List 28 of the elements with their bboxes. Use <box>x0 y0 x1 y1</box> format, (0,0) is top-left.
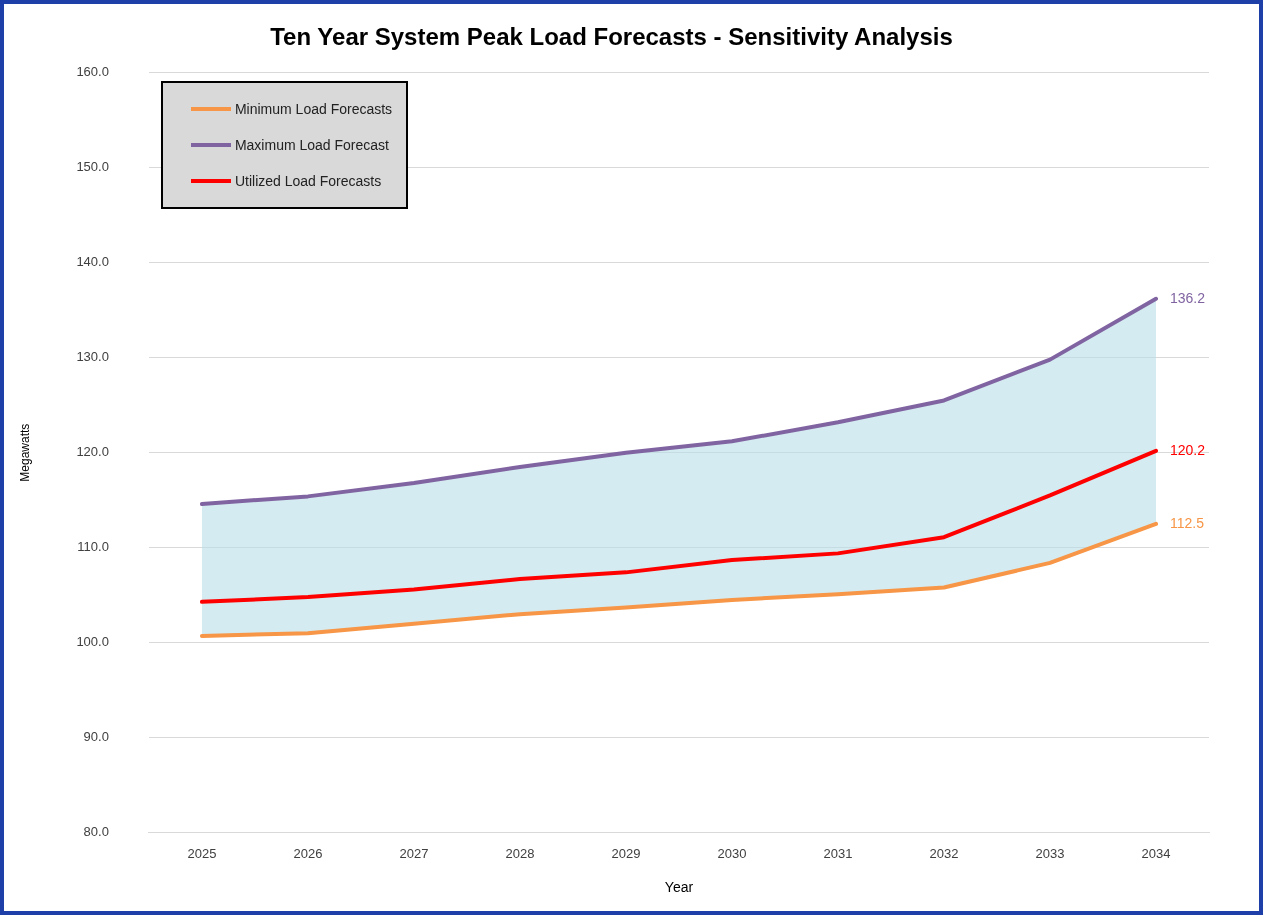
x-axis-title: Year <box>664 879 694 896</box>
x-tick-label: 2032 <box>929 845 959 861</box>
legend-label: Minimum Load Forecasts <box>234 100 393 117</box>
data-label: 120.2 <box>1170 441 1206 458</box>
y-tick-label: 150.0 <box>76 159 109 175</box>
y-tick-label: 120.0 <box>76 444 109 460</box>
y-tick-label: 80.0 <box>83 824 109 840</box>
x-tick-label: 2027 <box>399 845 429 861</box>
x-tick-label: 2031 <box>823 845 853 861</box>
y-tick-label: 110.0 <box>77 539 109 555</box>
x-tick-label: 2030 <box>717 845 747 861</box>
data-label: 112.5 <box>1170 514 1205 531</box>
legend-label: Maximum Load Forecast <box>234 136 389 153</box>
x-tick-label: 2029 <box>611 845 641 861</box>
x-tick-label: 2026 <box>293 845 323 861</box>
x-tick-label: 2025 <box>187 845 217 861</box>
data-label: 136.2 <box>1170 289 1206 306</box>
chart-title: Ten Year System Peak Load Forecasts - Sensitivity Analysis <box>270 23 953 51</box>
x-tick-label: 2028 <box>505 845 535 861</box>
x-tick-label: 2033 <box>1035 845 1065 861</box>
legend-label: Utilized Load Forecasts <box>234 172 382 189</box>
y-tick-label: 130.0 <box>76 349 109 365</box>
y-tick-label: 100.0 <box>76 634 109 650</box>
y-tick-label: 140.0 <box>76 254 109 270</box>
y-axis-title: Megawatts <box>17 423 32 482</box>
y-tick-label: 90.0 <box>83 729 109 745</box>
y-tick-label: 160.0 <box>76 64 109 80</box>
x-tick-label: 2034 <box>1141 845 1171 861</box>
